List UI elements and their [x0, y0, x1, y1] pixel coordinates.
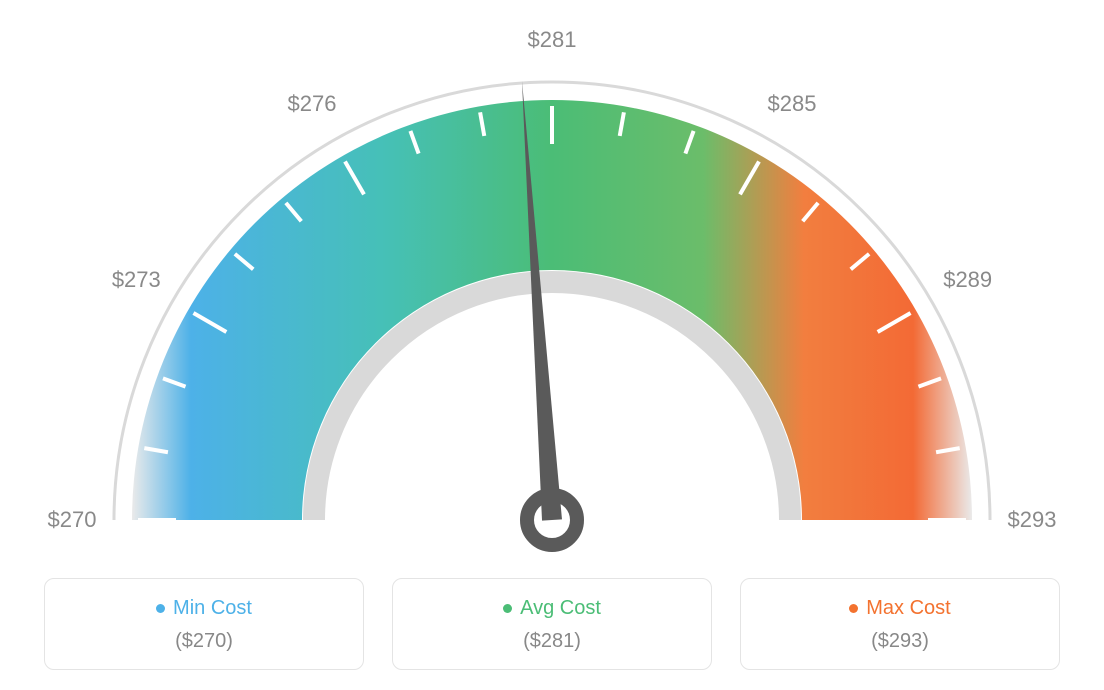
legend-row: Min Cost ($270) Avg Cost ($281) Max Cost ($29…: [0, 578, 1104, 690]
legend-label: Min Cost: [173, 597, 252, 620]
gauge-svg-container: [0, 0, 1104, 565]
legend-value: ($293): [751, 630, 1049, 653]
gauge-tick-label: $276: [288, 91, 337, 117]
legend-dot-icon: [849, 604, 858, 613]
legend-title: Avg Cost: [503, 597, 601, 620]
legend-label: Max Cost: [866, 597, 950, 620]
legend-dot-icon: [503, 604, 512, 613]
gauge-tick-label: $270: [48, 507, 97, 533]
cost-gauge: $270 $273 $276 $281 $285 $289 $293: [0, 0, 1104, 560]
legend-box: Avg Cost ($281): [392, 578, 712, 670]
legend-dot-icon: [156, 604, 165, 613]
legend-value: ($270): [55, 630, 353, 653]
legend-label: Avg Cost: [520, 597, 601, 620]
gauge-tick-label: $289: [943, 267, 992, 293]
gauge-tick-label: $273: [112, 267, 161, 293]
legend-title: Min Cost: [156, 597, 252, 620]
legend-box: Max Cost ($293): [740, 578, 1060, 670]
gauge-tick-label: $281: [528, 27, 577, 53]
legend-value: ($281): [403, 630, 701, 653]
gauge-tick-label: $293: [1008, 507, 1057, 533]
legend-title: Max Cost: [849, 597, 950, 620]
legend-box: Min Cost ($270): [44, 578, 364, 670]
gauge-tick-label: $285: [768, 91, 817, 117]
